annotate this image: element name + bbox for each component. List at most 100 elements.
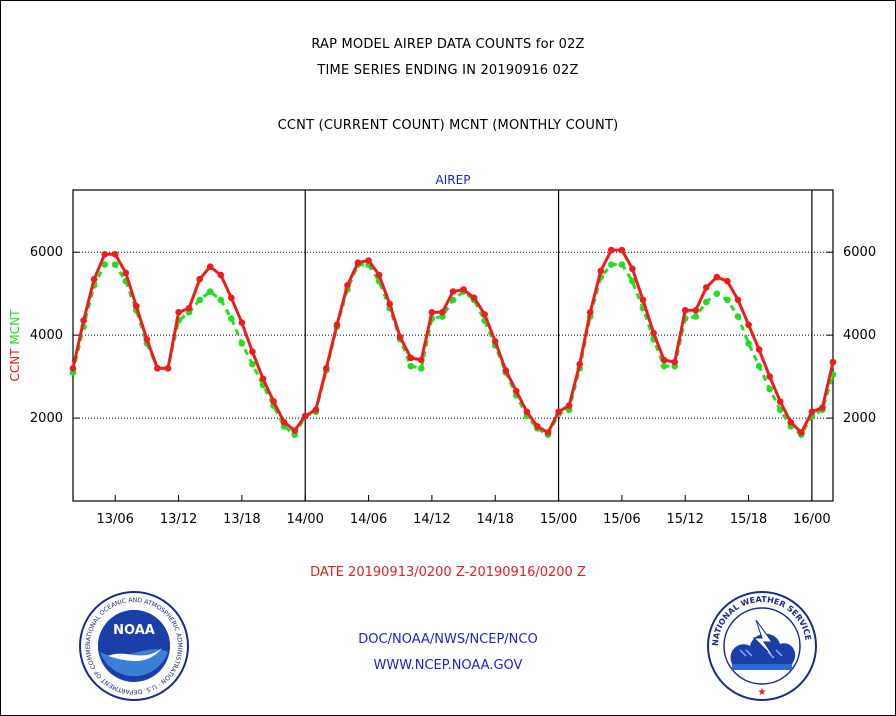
data-point-ccnt (354, 259, 362, 266)
data-point-mcnt (766, 385, 773, 393)
data-point-mcnt (618, 261, 626, 268)
x-tick-label: 14/00 (286, 512, 323, 527)
noaa-logo-text: NOAA (113, 623, 155, 638)
data-point-ccnt (323, 365, 330, 372)
data-point-ccnt (776, 398, 784, 405)
data-point-ccnt (650, 329, 657, 337)
data-point-ccnt (544, 429, 552, 436)
data-point-ccnt (386, 300, 394, 308)
data-point-ccnt (724, 277, 731, 285)
y-tick-label-left: 2000 (30, 411, 63, 426)
date-range-label: DATE 20190913/0200 Z-20190916/0200 Z (310, 565, 586, 580)
x-tick-label: 15/06 (603, 512, 640, 527)
data-point-ccnt (713, 273, 721, 281)
x-tick-label: 14/12 (413, 512, 450, 527)
x-tick-label: 14/18 (476, 512, 513, 527)
y-tick-label-left: 4000 (30, 328, 63, 343)
chart-title-line-2: TIME SERIES ENDING IN 20190916 02Z (317, 63, 579, 78)
x-tick-label: 13/12 (160, 512, 197, 527)
data-point-ccnt (344, 282, 351, 289)
data-point-mcnt (734, 313, 742, 320)
data-point-ccnt (703, 284, 710, 291)
nws-logo: ★ NATIONAL WEATHER SERVICE (707, 591, 817, 701)
data-point-ccnt (312, 406, 320, 414)
data-point-mcnt (629, 277, 636, 285)
data-point-ccnt (80, 317, 87, 324)
data-point-ccnt (555, 408, 562, 416)
data-point-mcnt (407, 362, 415, 370)
x-tick-label: 15/00 (540, 512, 577, 527)
data-point-ccnt (481, 311, 489, 318)
x-tick-label: 16/00 (793, 512, 830, 527)
data-point-mcnt (249, 360, 256, 368)
data-point-mcnt (101, 261, 108, 268)
data-point-mcnt (745, 340, 752, 347)
data-point-mcnt (217, 296, 225, 304)
data-point-mcnt (418, 365, 425, 372)
data-point-ccnt (639, 296, 647, 304)
data-point-mcnt (238, 340, 246, 347)
data-point-ccnt (228, 294, 235, 302)
data-point-ccnt (291, 427, 299, 434)
org-label: DOC/NOAA/NWS/NCEP/NCO (358, 632, 538, 647)
data-point-ccnt (502, 367, 510, 374)
data-point-ccnt (217, 271, 225, 279)
data-point-ccnt (122, 269, 130, 277)
plot-frame (72, 189, 834, 502)
url-link[interactable]: WWW.NCEP.NOAA.GOV (373, 658, 523, 673)
data-point-ccnt (196, 275, 203, 283)
data-point-ccnt (681, 307, 689, 314)
data-point-mcnt (692, 313, 700, 320)
data-point-mcnt (703, 298, 710, 306)
data-point-ccnt (586, 309, 594, 316)
data-point-ccnt (766, 373, 773, 380)
data-point-ccnt (90, 275, 98, 283)
data-point-ccnt (396, 333, 404, 341)
chart-title: AIREP (436, 173, 471, 187)
data-point-ccnt (597, 267, 605, 275)
data-point-ccnt (513, 387, 520, 395)
data-point-ccnt (734, 296, 742, 304)
data-point-ccnt (143, 336, 151, 343)
data-point-ccnt (692, 307, 700, 314)
data-point-ccnt (101, 251, 108, 258)
data-point-ccnt (608, 246, 615, 254)
data-point-mcnt (111, 261, 119, 268)
data-point-ccnt (259, 375, 267, 383)
data-point-ccnt (829, 358, 837, 366)
y-tick-label-right: 4000 (843, 328, 876, 343)
data-point-ccnt (111, 251, 119, 258)
data-point-ccnt (69, 365, 77, 372)
data-point-ccnt (470, 294, 478, 302)
data-point-ccnt (280, 418, 288, 426)
data-point-ccnt (787, 418, 795, 426)
data-point-ccnt (745, 321, 752, 329)
data-point-mcnt (724, 296, 731, 304)
chart-title-line-1: RAP MODEL AIREP DATA COUNTS for 02Z (311, 37, 585, 52)
y-axis-label-ccnt: CCNT (8, 345, 22, 382)
y-tick-label-right: 6000 (843, 245, 876, 260)
data-point-ccnt (164, 365, 172, 372)
nws-star-icon: ★ (758, 687, 767, 698)
data-point-ccnt (755, 346, 763, 353)
data-point-ccnt (798, 429, 805, 436)
data-point-mcnt (713, 290, 721, 298)
data-point-mcnt (196, 296, 203, 304)
data-point-ccnt (534, 423, 541, 430)
data-point-ccnt (808, 408, 816, 416)
data-point-mcnt (449, 296, 457, 304)
data-point-ccnt (185, 304, 193, 312)
data-point-ccnt (576, 360, 583, 368)
data-point-ccnt (418, 356, 425, 364)
data-point-ccnt (270, 398, 277, 405)
data-point-ccnt (460, 286, 467, 293)
y-axis-label: CCNT MCNT (8, 309, 22, 382)
data-point-ccnt (238, 319, 246, 327)
data-point-ccnt (439, 309, 446, 316)
y-tick-label-left: 6000 (30, 245, 63, 260)
x-tick-label: 15/18 (730, 512, 767, 527)
data-point-ccnt (618, 246, 626, 254)
data-point-ccnt (660, 356, 668, 364)
x-tick-label: 13/18 (223, 512, 260, 527)
